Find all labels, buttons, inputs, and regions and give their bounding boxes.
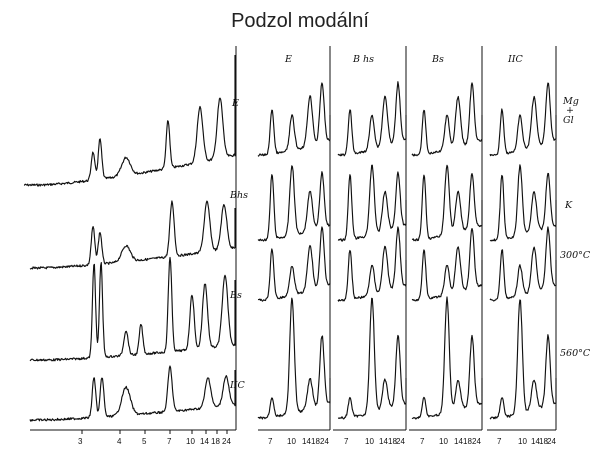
panel-e-tick-10: 10	[287, 437, 296, 446]
panel-iic-tick-7: 7	[497, 437, 502, 446]
panel-bhs-ticks: 7 10 14 18 24	[344, 437, 405, 446]
panel-iic-tick-18: 18	[539, 437, 548, 446]
panel-bs-trace-560c	[411, 296, 483, 420]
panel-bhs-tick-18: 18	[388, 437, 397, 446]
main-tick-24: 24	[222, 437, 231, 446]
panel-e-tick-14: 14	[302, 437, 311, 446]
panel-bs-tick-18: 18	[463, 437, 472, 446]
main-trace-bs	[29, 256, 236, 362]
panel-header-e: E	[284, 54, 292, 65]
treatment-gl: Gl	[563, 115, 574, 126]
horizon-label-iic: IIC	[229, 380, 246, 391]
panel-bhs-trace-mg-gl	[337, 81, 407, 157]
panel-bs-tick-24: 24	[472, 437, 481, 446]
diffraction-traces	[23, 55, 557, 422]
panel-bhs-trace-k	[337, 164, 407, 242]
main-tick-marks	[81, 430, 228, 434]
panel-iic-trace-mg-gl	[489, 82, 557, 157]
panel-iic-ticks: 7 10 14 18 24	[497, 437, 556, 446]
panel-bhs-tick-14: 14	[379, 437, 388, 446]
treatment-mg: Mg	[562, 96, 579, 107]
panel-bhs-tick-24: 24	[396, 437, 405, 446]
panel-bs-tick-10: 10	[439, 437, 448, 446]
main-tick-18: 18	[211, 437, 220, 446]
main-trace-bhs	[29, 200, 236, 270]
panel-e-tick-18: 18	[311, 437, 320, 446]
panel-iic-tick-14: 14	[531, 437, 540, 446]
panel-bhs-tick-10: 10	[365, 437, 374, 446]
main-tick-5: 5	[142, 437, 147, 446]
panel-e-trace-k	[257, 165, 331, 242]
panel-header-bhs: B hs	[352, 54, 374, 65]
panel-iic-trace-300c	[489, 226, 557, 302]
main-tick-3: 3	[78, 437, 83, 446]
panel-bhs-trace-560c	[337, 297, 407, 420]
panel-iic-trace-560c	[489, 299, 557, 420]
panel-e-trace-mg-gl	[257, 82, 331, 157]
panel-e-ticks: 7 10 14 18 24	[268, 437, 329, 446]
panel-header-iic: IIC	[507, 54, 524, 65]
main-tick-7: 7	[167, 437, 172, 446]
panel-bs-tick-7: 7	[420, 437, 425, 446]
panel-bs-trace-300c	[411, 228, 483, 302]
treatment-300c: 300°C	[560, 250, 591, 261]
main-tick-10: 10	[186, 437, 195, 446]
panel-bs-ticks: 7 10 14 18 24	[420, 437, 481, 446]
panel-iic-tick-10: 10	[518, 437, 527, 446]
panel-bs-trace-mg-gl	[411, 82, 483, 157]
panel-bhs-trace-300c	[337, 226, 407, 302]
panel-bs-trace-k	[411, 164, 483, 242]
treatment-k: K	[564, 200, 573, 211]
main-trace-e	[23, 55, 236, 187]
panel-iic-trace-k	[489, 164, 557, 242]
main-tick-4: 4	[117, 437, 122, 446]
treatment-560c: 560°C	[560, 348, 591, 359]
panel-bs-tick-14: 14	[454, 437, 463, 446]
panel-iic-tick-24: 24	[547, 437, 556, 446]
main-trace-iic	[29, 365, 236, 422]
panel-e-tick-7: 7	[268, 437, 273, 446]
treatment-plus: +	[566, 105, 574, 116]
panel-e-tick-24: 24	[320, 437, 329, 446]
panel-e-trace-300c	[257, 226, 331, 302]
panel-header-bs: Bs	[431, 54, 444, 65]
main-tick-14: 14	[200, 437, 209, 446]
horizon-label-bhs: Bhs	[229, 190, 248, 201]
panel-e-trace-560c	[257, 297, 331, 420]
panel-bhs-tick-7: 7	[344, 437, 349, 446]
figure-title: Podzol modální	[231, 10, 369, 32]
